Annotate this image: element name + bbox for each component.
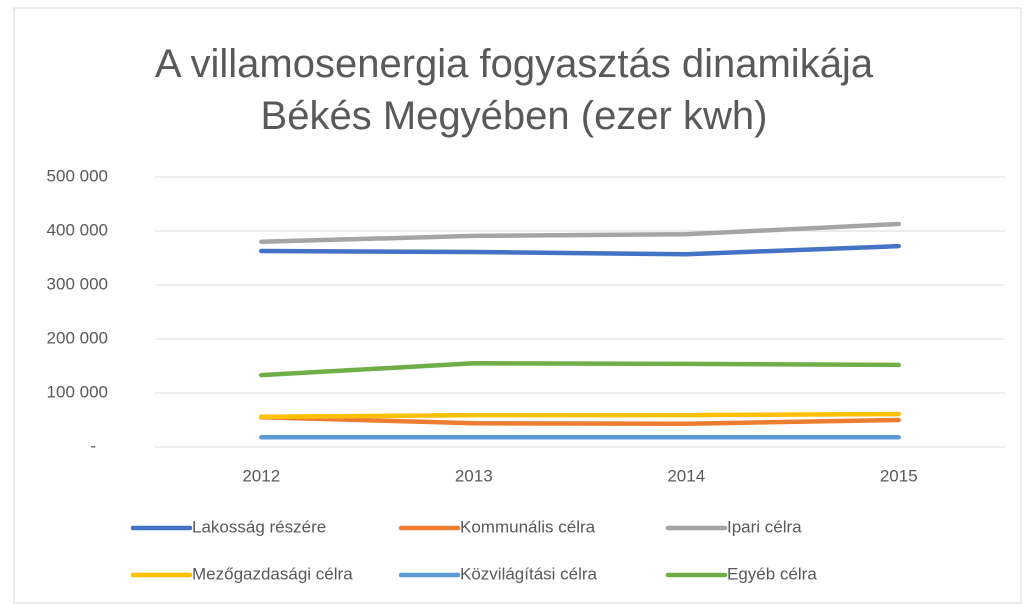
y-tick-label: 200 000 bbox=[47, 328, 108, 347]
x-tick-label: 2014 bbox=[667, 466, 705, 485]
y-tick-label: 100 000 bbox=[47, 382, 108, 401]
legend-label: Közvilágítási célra bbox=[460, 564, 598, 583]
series-line bbox=[259, 411, 901, 420]
legend-label: Lakosság részére bbox=[192, 517, 326, 536]
y-tick-label: 500 000 bbox=[47, 166, 108, 185]
legend-label: Ipari célra bbox=[727, 517, 802, 536]
series-line bbox=[259, 243, 901, 257]
legend-label: Kommunális célra bbox=[460, 517, 596, 536]
x-tick-label: 2013 bbox=[455, 466, 493, 485]
series-line bbox=[259, 361, 901, 378]
series-line bbox=[259, 221, 901, 245]
series-line bbox=[259, 415, 901, 427]
legend-label: Egyéb célra bbox=[727, 564, 817, 583]
chart-title: A villamosenergia fogyasztás dinamikája … bbox=[154, 42, 874, 138]
y-tick-label: 300 000 bbox=[47, 274, 108, 293]
x-tick-label: 2012 bbox=[242, 466, 280, 485]
chart-border bbox=[13, 7, 1022, 604]
y-tick-label: - bbox=[90, 436, 96, 455]
legend-label: Mezőgazdasági célra bbox=[192, 564, 353, 583]
x-tick-label: 2015 bbox=[880, 466, 918, 485]
y-tick-label: 400 000 bbox=[47, 220, 108, 239]
